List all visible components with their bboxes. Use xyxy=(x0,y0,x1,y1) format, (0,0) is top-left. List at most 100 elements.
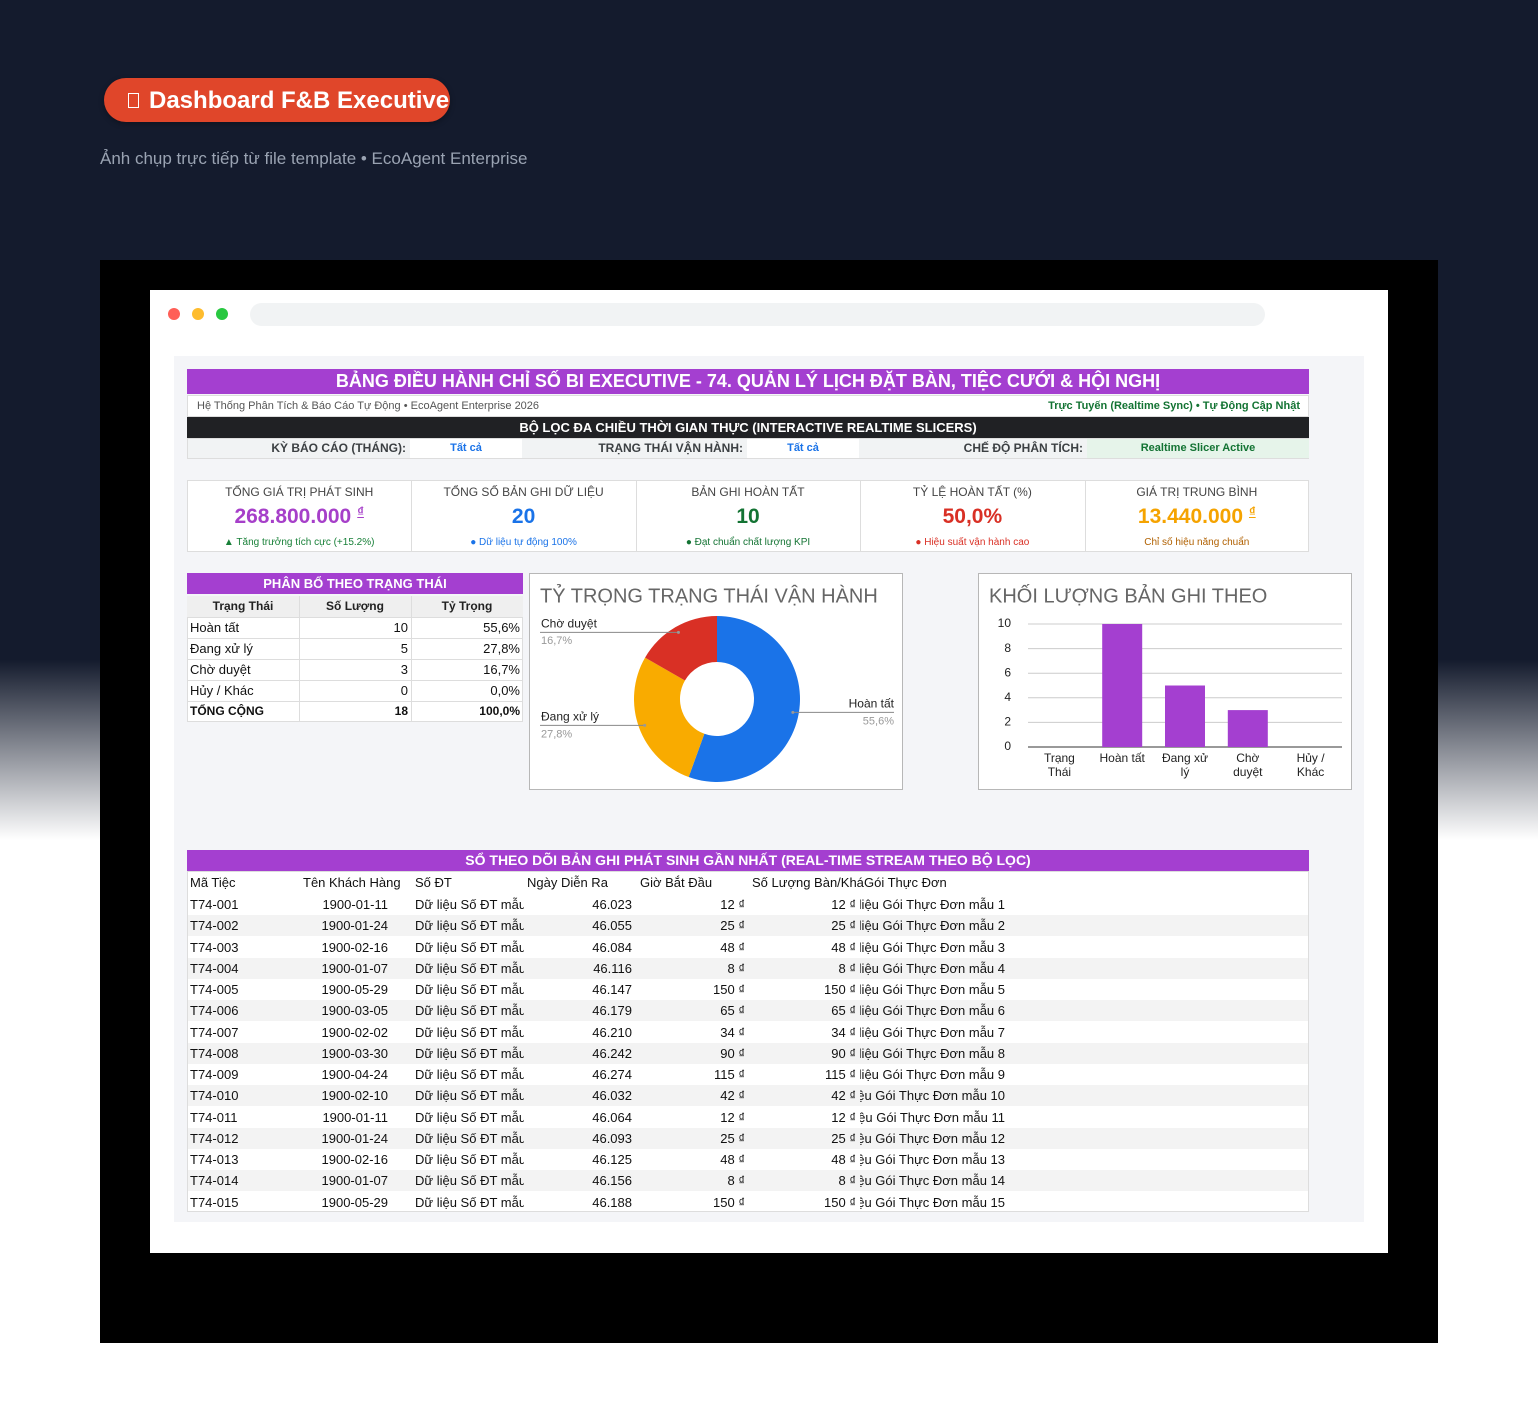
records-cell-clip: Dữ liệu Gói Thực Đơn mẫu 9 xyxy=(860,1064,1005,1085)
records-cell: Dữ liệu Gói Thực Đơn mẫu 3 xyxy=(860,939,1005,955)
records-row-band xyxy=(188,957,1308,979)
x-tick-label: Chờ duyệt xyxy=(1233,751,1263,779)
chart-card: TỶ TRỌNG TRẠNG THÁI VẬN HÀNH Hoàn tất 55,6… xyxy=(529,573,903,790)
records-cell: 115 ₫ xyxy=(713,1067,745,1082)
subtitle-row xyxy=(187,395,1309,417)
kpi-value: 13.440.000 xyxy=(1137,505,1243,528)
records-cell: T74-012 xyxy=(190,1130,239,1146)
records-cell: Dữ liệu Gói Thực Đơn mẫu 10 xyxy=(860,1088,1005,1104)
y-tick-label: 2 xyxy=(1004,715,1011,729)
records-cell: 25 ₫ xyxy=(720,1130,745,1146)
records-cell: 8 ₫ xyxy=(727,1173,745,1189)
records-row-band xyxy=(188,915,1308,937)
slice-label: Hoàn tất xyxy=(849,697,895,711)
y-tick-label: 10 xyxy=(998,616,1012,630)
records-cell: 1900-05-29 xyxy=(321,982,389,997)
records-cell: Dữ liệu Số ĐT mẫu 15 xyxy=(415,1194,524,1210)
records-cell-clip: Dữ liệu Gói Thực Đơn mẫu 11 xyxy=(860,1107,1005,1128)
status-cell: 100,0% xyxy=(479,704,520,718)
status-cell: Đang xử lý xyxy=(190,641,253,656)
records-cell: Dữ liệu Gói Thực Đơn mẫu 7 xyxy=(860,1024,1005,1040)
records-cell-clip: Dữ liệu Gói Thực Đơn mẫu 1 xyxy=(860,894,1005,915)
slice-value: 16,7% xyxy=(541,635,572,647)
records-cell: 1900-03-05 xyxy=(321,1003,389,1019)
pie-slice xyxy=(688,616,800,782)
records-cell: Dữ liệu Gói Thực Đơn mẫu 15 xyxy=(860,1194,1005,1210)
records-cell: 1900-02-02 xyxy=(321,1024,389,1040)
records-cell: Dữ liệu Số ĐT mẫu 3 xyxy=(415,939,524,955)
records-cell: 42 ₫ xyxy=(720,1088,745,1104)
records-cell: Dữ liệu Gói Thực Đơn mẫu 11 xyxy=(860,1109,1005,1125)
records-cell: 12 ₫ xyxy=(720,1109,745,1125)
kpi-value: 10 xyxy=(736,505,760,528)
records-cell: T74-003 xyxy=(190,939,239,955)
records-cell: 8 ₫ xyxy=(727,960,745,976)
records-cell: Dữ liệu Số ĐT mẫu 13 xyxy=(415,1152,524,1167)
chart: TỶ TRỌNG TRẠNG THÁI VẬN HÀNH Hoàn tất 55,6… xyxy=(540,584,895,782)
records-cell-clip: Dữ liệu Gói Thực Đơn mẫu 3 xyxy=(860,937,1005,958)
records-cell: Dữ liệu Gói Thực Đơn mẫu 13 xyxy=(860,1152,1005,1167)
filter-label: KỲ BÁO CÁO (THÁNG): xyxy=(271,441,406,455)
filter-value: Tất cả xyxy=(747,439,859,458)
status-cell: 18 xyxy=(394,704,408,718)
kpi-label: TỔNG SỐ BẢN GHI DỮ LIỆU xyxy=(443,485,604,499)
records-cell: 46.055 xyxy=(592,918,632,934)
records-cell: Dữ liệu Gói Thực Đơn mẫu 9 xyxy=(860,1067,1005,1082)
records-cell: 1900-01-11 xyxy=(322,897,388,912)
records-cell: T74-006 xyxy=(190,1003,239,1019)
records-cell: Dữ liệu Gói Thực Đơn mẫu 6 xyxy=(860,1003,1005,1019)
minimize-dot xyxy=(192,308,204,320)
status-header-bg xyxy=(187,596,523,617)
records-cell: 1900-05-29 xyxy=(321,1194,389,1210)
records-cell: 12 ₫ xyxy=(831,1109,856,1125)
x-tick-label: Đang xử lý xyxy=(1161,751,1209,779)
records-cell: 46.064 xyxy=(592,1109,632,1125)
status-row-line xyxy=(187,701,523,702)
status-cell: 0 xyxy=(400,683,408,698)
records-cell: 150 ₫ xyxy=(713,1194,745,1210)
badge-icon xyxy=(128,93,139,108)
records-cell: T74-008 xyxy=(190,1045,239,1061)
filter-value: Tất cả xyxy=(410,439,522,458)
records-cell: 150 ₫ xyxy=(824,982,856,997)
records-row-band xyxy=(188,1042,1308,1064)
records-row-band xyxy=(188,1000,1308,1022)
kpi-value-wrap: 10 xyxy=(636,504,860,530)
kpi-note: ● Hiệu suất vận hành cao xyxy=(915,537,1030,548)
records-cell-clip: Dữ liệu Gói Thực Đơn mẫu 15 xyxy=(860,1192,1005,1213)
x-tick-label: Trạng Thái xyxy=(1043,751,1075,779)
records-cell: Dữ liệu Số ĐT mẫu 8 xyxy=(415,1045,524,1061)
records-cell: 48 ₫ xyxy=(831,939,856,955)
close-dot xyxy=(168,308,180,320)
records-cell: 90 ₫ xyxy=(831,1045,856,1061)
kpi-value: 50,0% xyxy=(942,505,1003,528)
records-cell: 48 ₫ xyxy=(720,939,745,955)
records-cell: 46.032 xyxy=(592,1088,632,1104)
sheet-subtitle: Hệ Thống Phân Tích & Báo Cáo Tự Động • E… xyxy=(197,400,540,412)
status-cell: Chờ duyệt xyxy=(190,662,251,677)
status-row-line xyxy=(187,617,523,618)
filter-value: Realtime Slicer Active xyxy=(1087,439,1309,458)
kpi-value: 268.800.000 xyxy=(234,505,352,528)
records-cell: 1900-01-24 xyxy=(321,918,389,934)
kpi-divider xyxy=(1084,480,1086,552)
records-cell: Dữ liệu Số ĐT mẫu 14 xyxy=(415,1173,524,1189)
records-cell: Dữ liệu Số ĐT mẫu 7 xyxy=(415,1024,524,1040)
page-subtitle: Ảnh chụp trực tiếp từ file template • Ec… xyxy=(100,149,528,168)
records-column-header: Gói Thực Đơn xyxy=(864,875,947,890)
records-cell: T74-015 xyxy=(190,1194,239,1210)
records-cell: T74-013 xyxy=(190,1152,239,1167)
records-cell: 34 ₫ xyxy=(831,1024,856,1040)
records-column-header: Tên Khách Hàng xyxy=(303,875,401,890)
status-cell: Hoàn tất xyxy=(190,620,240,635)
records-cell: Dữ liệu Số ĐT mẫu 6 xyxy=(415,1003,524,1019)
chart-title: TỶ TRỌNG TRẠNG THÁI VẬN HÀNH xyxy=(540,584,878,607)
records-cell: Dữ liệu Số ĐT mẫu 10 xyxy=(415,1088,524,1104)
records-cell: 34 ₫ xyxy=(720,1024,745,1040)
status-table-title: PHÂN BỔ THEO TRẠNG THÁI xyxy=(187,573,523,594)
kpi-divider xyxy=(635,480,637,552)
y-tick-label: 0 xyxy=(1004,739,1011,753)
records-cell: 46.125 xyxy=(592,1152,632,1167)
status-col-line xyxy=(411,596,412,722)
